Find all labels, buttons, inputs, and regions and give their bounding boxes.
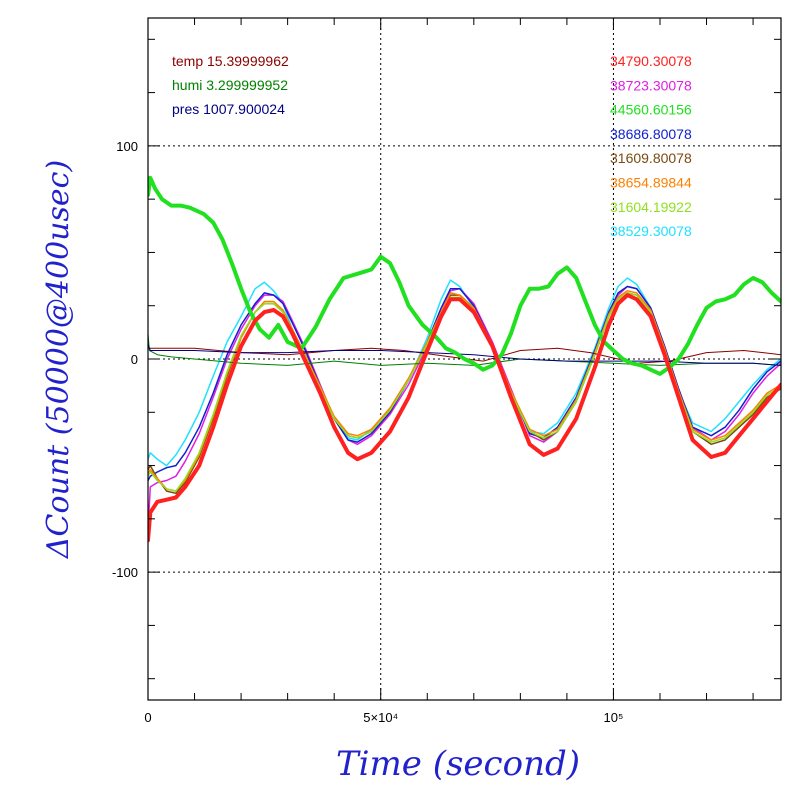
series-line-9: [148, 175, 781, 376]
env-legend-entry: humi 3.299999952: [172, 77, 288, 93]
x-tick-label: 10⁵: [604, 710, 624, 725]
data-series: [148, 175, 781, 543]
legend-entry: 34790.30078: [610, 53, 692, 69]
series-line-8: [148, 343, 781, 366]
tick-labels: 0 5×10⁴ 10⁵ 100 0 -100: [112, 139, 623, 725]
env-legend-entry: pres 1007.900024: [172, 101, 285, 117]
legend-entry: 31609.80078: [610, 150, 692, 166]
y-axis-title: ΔCount (50000@400usec): [41, 160, 76, 559]
series-line-10: [148, 293, 781, 543]
axis-ticks: [147, 18, 781, 700]
legend-entry: 38686.80078: [610, 126, 692, 142]
y-tick-label: -100: [112, 565, 138, 580]
legend-entry: 38654.89844: [610, 175, 692, 191]
legend-entry: 38723.30078: [610, 77, 692, 93]
env-legend-entry: temp 15.39999962: [172, 53, 289, 69]
y-tick-label: 100: [116, 139, 138, 154]
y-tick-label: 0: [131, 352, 138, 367]
legend-entry: 31604.19922: [610, 199, 692, 215]
legend-entry: 44560.60156: [610, 102, 692, 118]
x-tick-label: 5×10⁴: [363, 710, 398, 725]
series-line-6: [148, 347, 781, 364]
legend-entry: 38529.30078: [610, 223, 692, 239]
legend: temp 15.39999962 humi 3.299999952 pres 100…: [172, 53, 692, 239]
x-axis-title: Time (second): [336, 744, 580, 784]
x-tick-label: 0: [144, 710, 151, 725]
